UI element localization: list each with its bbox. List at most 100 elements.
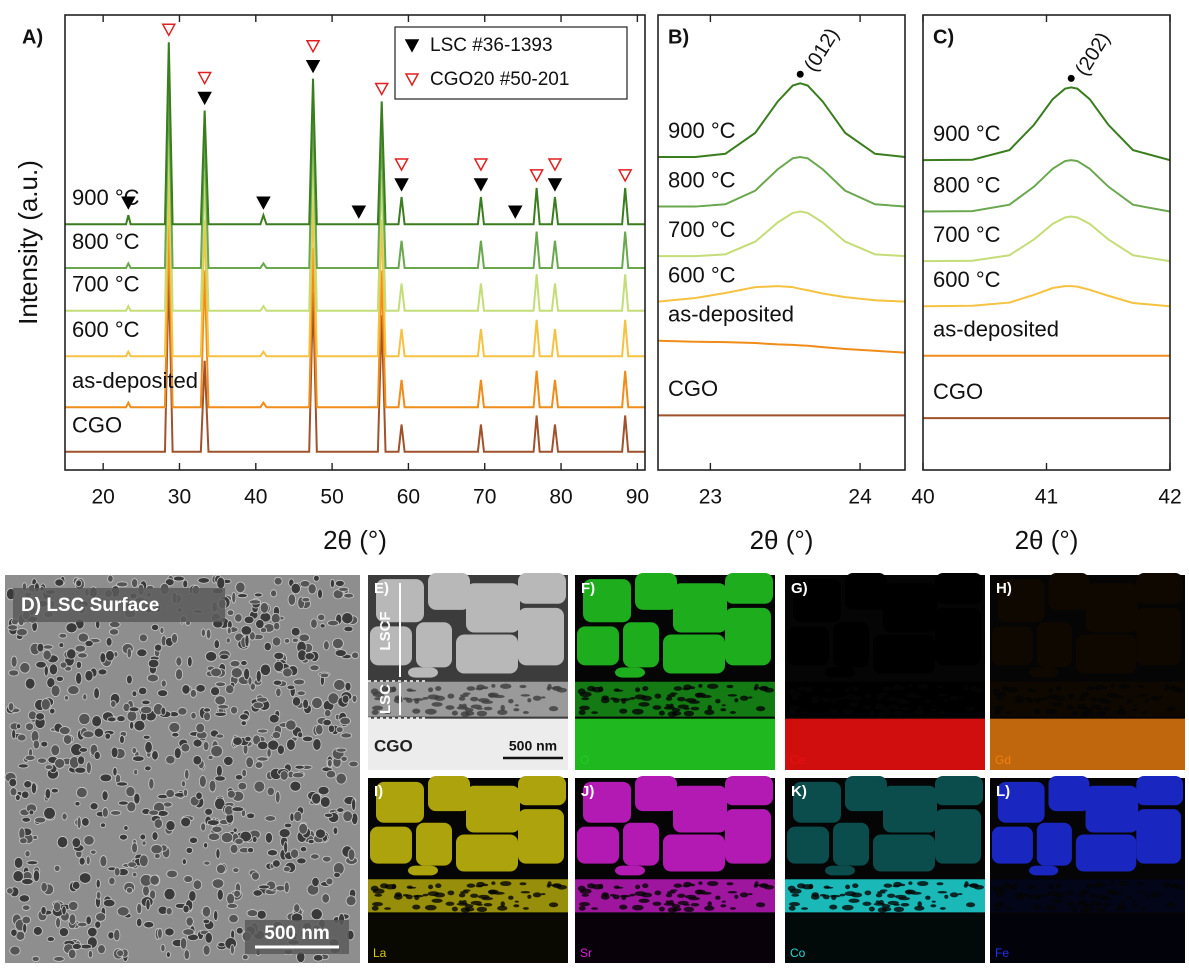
pore: [348, 760, 359, 768]
pore: [105, 650, 115, 662]
edx-map: J) Sr: [575, 776, 775, 963]
pore: [17, 763, 29, 769]
pore: [268, 713, 280, 724]
pore: [234, 837, 244, 845]
layer-pore: [1005, 907, 1013, 910]
layer-pore: [577, 885, 586, 892]
pore: [59, 661, 68, 669]
layer-pore: [671, 707, 681, 712]
x-tick-label: 40: [244, 486, 267, 509]
pore: [216, 888, 224, 901]
pore: [230, 705, 239, 715]
layer-pore: [370, 688, 379, 695]
layer-pore: [683, 906, 695, 913]
pore: [146, 673, 159, 683]
pore: [22, 922, 28, 934]
pore: [183, 788, 189, 798]
pore: [126, 710, 138, 722]
pore: [112, 766, 118, 777]
substrate: [368, 914, 568, 963]
layer-pore: [788, 901, 801, 907]
pore: [61, 905, 67, 916]
pore: [157, 689, 169, 698]
pore: [283, 841, 289, 854]
pore: [202, 918, 211, 925]
layer-pore: [374, 697, 383, 701]
pore: [298, 822, 308, 835]
grain: [635, 572, 677, 610]
pore: [15, 794, 21, 802]
layer-pore: [371, 905, 379, 911]
layer-pore: [1100, 700, 1112, 704]
layer-pore: [508, 698, 514, 704]
pore: [123, 825, 129, 831]
pore: [324, 709, 332, 718]
layer-pore: [1090, 704, 1102, 709]
pore: [141, 840, 147, 846]
layer-pore: [887, 893, 896, 898]
pore: [282, 667, 293, 678]
layer-pore: [497, 709, 508, 715]
pore: [142, 885, 150, 897]
layer-pore: [739, 695, 749, 701]
legend-marker: [404, 73, 420, 87]
pore: [99, 652, 107, 664]
layer-pore: [412, 708, 421, 714]
pore: [164, 578, 175, 587]
pore: [256, 909, 267, 920]
layer-pore: [908, 683, 913, 688]
grain: [408, 667, 438, 678]
layer-pore: [900, 902, 910, 907]
layer-pore: [905, 889, 913, 895]
layer-pore: [883, 686, 893, 691]
pore: [19, 662, 31, 674]
layer-pore: [868, 906, 875, 912]
pore: [12, 870, 24, 883]
pore: [253, 592, 263, 598]
layer-pore: [402, 894, 409, 897]
layer-pore: [654, 693, 662, 699]
layer-pore: [788, 905, 796, 911]
layer-pore: [936, 684, 944, 689]
layer-pore: [1024, 697, 1030, 700]
pore: [203, 860, 211, 866]
pore: [127, 861, 137, 868]
grain: [623, 622, 659, 668]
plot-frame: [64, 14, 646, 471]
layer-pore: [1145, 894, 1150, 899]
layer-pore: [614, 886, 624, 889]
layer-pore: [1086, 883, 1095, 888]
pore: [329, 578, 335, 589]
layer-pore: [546, 686, 551, 691]
layer-pore: [787, 688, 796, 695]
cross-section-map: [785, 776, 985, 963]
pore: [165, 788, 175, 799]
layer-pore: [601, 695, 609, 701]
grain: [583, 579, 631, 623]
pore: [234, 774, 244, 781]
pore: [9, 787, 18, 797]
series-line: [658, 339, 905, 354]
layer-pore: [939, 711, 946, 714]
layer-pore: [1145, 698, 1150, 703]
layer-pore: [548, 902, 559, 908]
layer-pore: [435, 686, 442, 691]
pore: [82, 693, 88, 701]
layer-pore: [499, 881, 512, 887]
layer-pore: [407, 886, 417, 889]
pore: [24, 677, 36, 690]
pore: [24, 850, 31, 858]
layer-pore: [665, 893, 673, 898]
pore: [36, 642, 45, 653]
grain: [456, 834, 518, 872]
pore: [160, 943, 166, 953]
layer-pore: [631, 708, 644, 715]
layer-pore: [1095, 710, 1107, 717]
layer-pore: [864, 890, 872, 896]
pore: [207, 832, 221, 841]
layer-pore: [704, 905, 715, 911]
layer-pore: [917, 901, 922, 907]
pore: [54, 578, 65, 587]
layer-pore: [819, 894, 826, 897]
x-tick-label: 42: [1158, 486, 1181, 509]
